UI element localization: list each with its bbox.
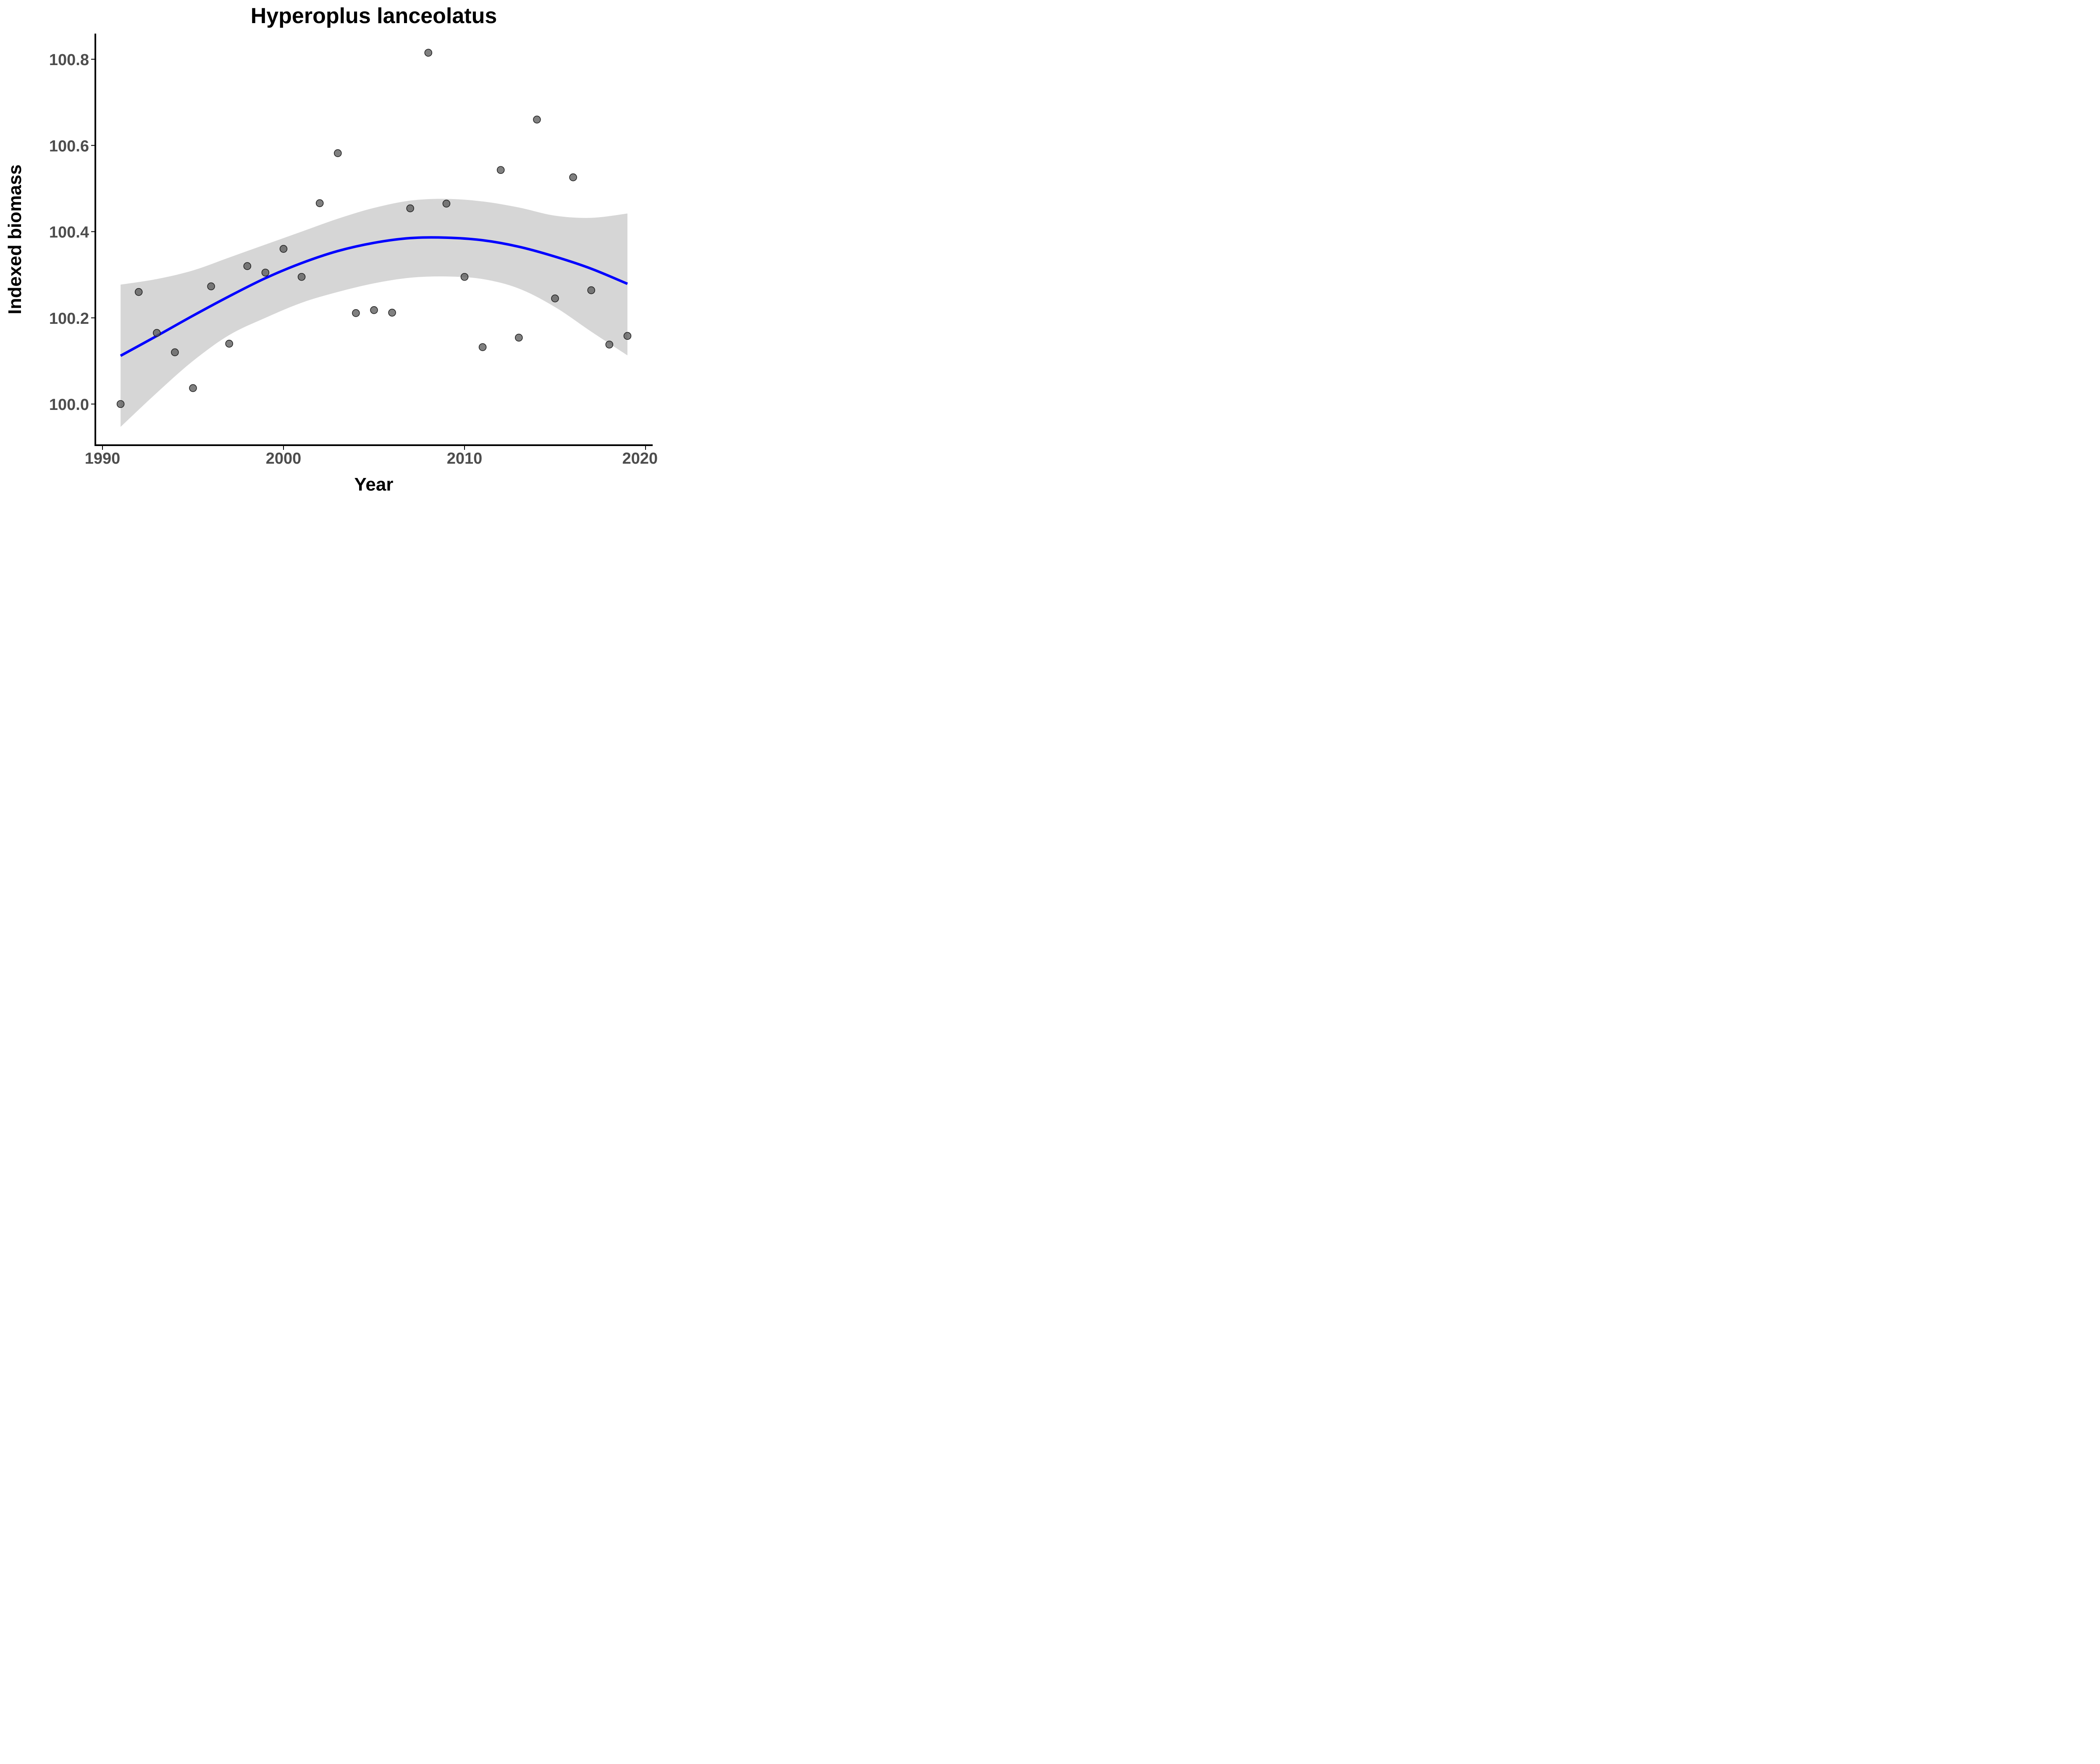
data-point <box>134 288 143 296</box>
y-tick-label: 100.2 <box>49 310 89 328</box>
data-point <box>370 306 378 314</box>
data-point <box>388 309 396 317</box>
points-layer <box>116 49 632 408</box>
data-point <box>623 332 632 340</box>
data-point <box>261 268 270 277</box>
data-point <box>171 348 179 357</box>
data-point <box>496 166 505 174</box>
data-point <box>352 309 360 317</box>
data-point <box>515 333 523 342</box>
data-point <box>406 204 415 213</box>
y-axis-ticks: 100.0 100.2 100.4 100.6 100.8 <box>49 51 95 414</box>
y-tick-label: 100.0 <box>49 396 89 414</box>
data-point <box>533 116 541 123</box>
data-point <box>243 262 252 270</box>
data-point <box>225 340 234 348</box>
x-tick-label: 2010 <box>447 450 483 467</box>
x-tick-label: 2000 <box>266 450 302 467</box>
chart: Hyperoplus lanceolatus 100.0100.2100.410… <box>5 4 658 495</box>
y-tick-label: 100.6 <box>49 137 89 155</box>
x-axis-ticks: 1990 2000 2010 2020 <box>85 445 658 467</box>
confidence-band-layer <box>121 199 627 427</box>
trend-line <box>120 236 628 357</box>
x-tick-label: 1990 <box>85 450 121 467</box>
data-point <box>569 173 577 181</box>
y-tick-label: 100.8 <box>49 51 89 69</box>
data-point <box>442 200 451 208</box>
x-axis-title: Year <box>354 474 394 495</box>
y-tick-label: 100.4 <box>49 224 89 242</box>
data-point <box>478 343 487 351</box>
data-point <box>460 273 469 281</box>
data-point <box>189 384 197 392</box>
data-point <box>116 400 125 408</box>
chart-title: Hyperoplus lanceolatus <box>251 4 497 28</box>
data-point <box>333 149 342 158</box>
trend-layer <box>120 236 628 357</box>
data-point <box>424 49 433 57</box>
y-axis-title: Indexed biomass <box>5 164 25 314</box>
data-point <box>605 341 614 349</box>
data-point <box>551 294 559 302</box>
data-point <box>207 282 215 291</box>
confidence-band <box>121 199 627 427</box>
data-point <box>152 329 161 337</box>
data-point <box>297 273 306 281</box>
data-point <box>587 286 595 294</box>
x-tick-label: 2020 <box>622 450 658 467</box>
data-point <box>315 199 324 207</box>
data-point <box>279 245 288 253</box>
